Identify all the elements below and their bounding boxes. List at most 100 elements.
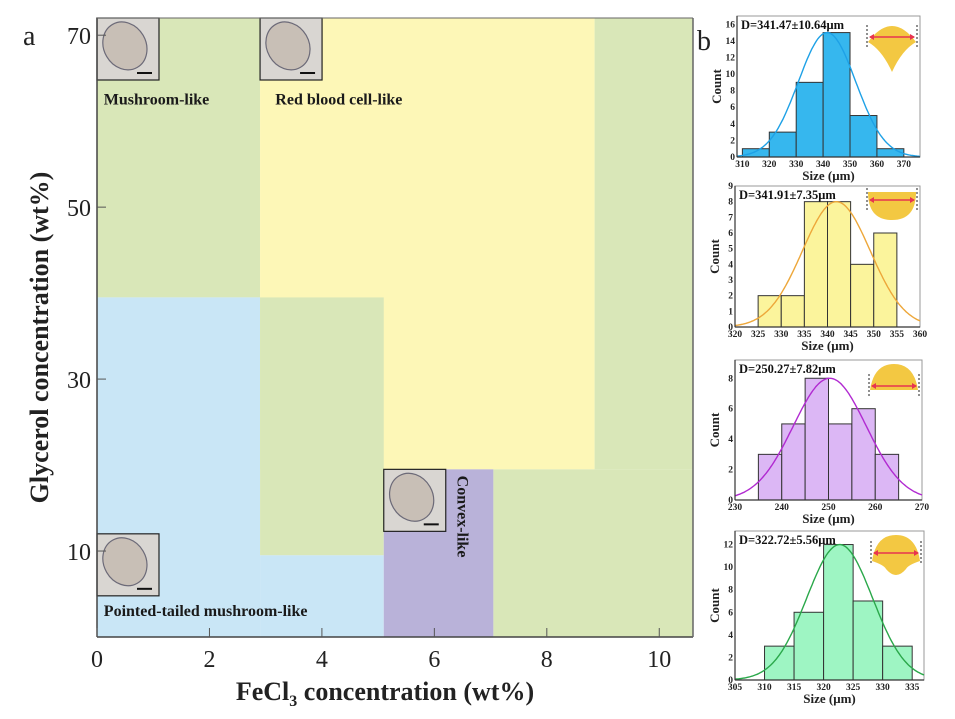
x-tick-label: 305 bbox=[728, 683, 743, 693]
y-axis-label: Count bbox=[707, 587, 722, 622]
y-tick-label: 70 bbox=[67, 24, 91, 50]
x-tick-label: 260 bbox=[868, 503, 883, 513]
convex-micrograph bbox=[383, 468, 447, 532]
x-tick-label: 325 bbox=[846, 683, 861, 693]
y-tick-label: 2 bbox=[728, 466, 733, 476]
y-tick-label: 14 bbox=[726, 37, 736, 47]
x-tick-label: 310 bbox=[735, 160, 750, 170]
y-axis-label: Count bbox=[707, 412, 722, 447]
histogram-bar bbox=[764, 645, 795, 681]
x-tick-label: 360 bbox=[870, 160, 885, 170]
histogram-bar bbox=[822, 32, 851, 158]
histogram-bar bbox=[795, 81, 824, 158]
y-tick-label: 7 bbox=[728, 213, 733, 223]
particle-shape bbox=[388, 472, 435, 522]
x-tick-label: 320 bbox=[728, 330, 743, 340]
convex-illustration bbox=[868, 364, 920, 398]
x-axis-label: Size (μm) bbox=[801, 338, 854, 353]
x-tick-label: 335 bbox=[905, 683, 920, 693]
y-tick-label: 4 bbox=[728, 260, 733, 270]
x-tick-label: 230 bbox=[728, 503, 743, 513]
y-tick-label: 0 bbox=[730, 153, 735, 163]
y-tick-label: 0 bbox=[728, 676, 733, 686]
region-mushroom-middle bbox=[260, 297, 384, 556]
histogram-bar bbox=[876, 148, 905, 158]
y-tick-label: 2 bbox=[728, 292, 733, 302]
y-tick-label: 4 bbox=[730, 120, 735, 130]
region-pointed-tailed-bottom bbox=[260, 555, 384, 637]
x-axis-label: Size (μm) bbox=[802, 511, 855, 526]
y-axis-label: Glycerol concentration (wt%) bbox=[25, 172, 54, 504]
x-tick-label: 345 bbox=[844, 330, 859, 340]
y-tick-label: 10 bbox=[726, 70, 736, 80]
y-tick-label: 16 bbox=[726, 20, 736, 30]
region-mushroom-top-right bbox=[594, 18, 693, 470]
y-axis-label: Count bbox=[709, 68, 724, 103]
y-axis-label: Count bbox=[707, 238, 722, 273]
panel-label-b: b bbox=[697, 26, 711, 57]
red-blood-cell-illustration bbox=[866, 188, 918, 220]
arrow-heads bbox=[869, 34, 915, 40]
y-tick-label: 30 bbox=[67, 368, 91, 394]
x-tick-label: 270 bbox=[915, 503, 930, 513]
y-tick-label: 0 bbox=[728, 323, 733, 333]
y-tick-label: 8 bbox=[728, 586, 733, 596]
y-tick-label: 9 bbox=[728, 182, 733, 192]
histogram-bar bbox=[873, 232, 898, 328]
gaussian-fit-line bbox=[734, 543, 925, 680]
y-tick-label: 2 bbox=[728, 653, 733, 663]
y-tick-label: 12 bbox=[724, 541, 734, 551]
x-label-subscript: 3 bbox=[289, 693, 297, 710]
gaussian-fit-line bbox=[734, 377, 923, 497]
y-tick-label: 3 bbox=[728, 276, 733, 286]
gaussian-fit-line bbox=[734, 201, 921, 327]
histogram-3: 230 240 250 260 270 0 2 4 6 8 Size (μm) Count D=250.… bbox=[707, 359, 930, 526]
histogram-bar bbox=[757, 453, 783, 501]
particle-shape bbox=[265, 21, 311, 71]
histogram-bar bbox=[850, 263, 875, 328]
y-tick-label: 6 bbox=[728, 608, 733, 618]
x-tick-label: 355 bbox=[890, 330, 905, 340]
arrow-heads bbox=[873, 550, 919, 556]
x-tick-label: 10 bbox=[647, 647, 671, 673]
x-tick-label: 4 bbox=[316, 647, 328, 673]
y-tick-label: 8 bbox=[728, 374, 733, 384]
x-tick-label: 350 bbox=[843, 160, 858, 170]
y-tick-label: 4 bbox=[728, 435, 733, 445]
y-tick-label: 6 bbox=[728, 229, 733, 239]
mean-size-annotation: D=322.72±5.56μm bbox=[739, 533, 836, 547]
pointed-mushroom-illustration bbox=[866, 25, 918, 72]
panel-label-a: a bbox=[23, 21, 36, 52]
histogram-1: 310 320 330 340 350 360 370 0 2 4 6 8 10 12 14 16 Size (… bbox=[709, 15, 921, 183]
region-mushroom-bottom-right bbox=[493, 469, 693, 637]
y-tick-label: 10 bbox=[724, 563, 734, 573]
y-tick-label: 8 bbox=[728, 198, 733, 208]
particle-shape bbox=[102, 21, 148, 71]
x-label-suffix: concentration (wt%) bbox=[297, 677, 534, 706]
x-tick-label: 350 bbox=[867, 330, 882, 340]
y-tick-label: 6 bbox=[728, 405, 733, 415]
x-tick-label: 370 bbox=[897, 160, 912, 170]
mushroom-micrograph bbox=[96, 17, 160, 81]
y-tick-label: 2 bbox=[730, 136, 735, 146]
histogram-bar bbox=[851, 408, 876, 501]
red-blood-cell-micrograph bbox=[259, 17, 323, 81]
x-axis-label: FeCl3 concentration (wt%) bbox=[236, 677, 534, 710]
x-tick-label: 340 bbox=[820, 330, 835, 340]
histogram-bar bbox=[781, 423, 806, 501]
y-tick-label: 4 bbox=[728, 631, 733, 641]
y-tick-label: 10 bbox=[67, 540, 91, 566]
particle-shape bbox=[102, 537, 148, 587]
x-tick-label: 6 bbox=[428, 647, 440, 673]
phase-label: Mushroom-like bbox=[104, 92, 209, 109]
y-tick-label: 0 bbox=[728, 496, 733, 506]
x-tick-label: 310 bbox=[757, 683, 772, 693]
phase-label: Red blood cell-like bbox=[275, 92, 402, 109]
histogram-bar bbox=[757, 295, 782, 328]
droplet-shape bbox=[868, 192, 916, 220]
histogram-bar bbox=[823, 544, 854, 681]
phase-diagram-panel: Mushroom-like Red blood cell-like Convex-l… bbox=[23, 17, 694, 710]
y-tick-label: 8 bbox=[730, 87, 735, 97]
mushroom-illustration bbox=[870, 535, 922, 575]
